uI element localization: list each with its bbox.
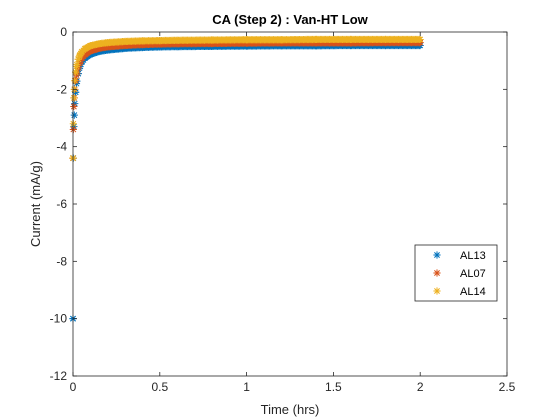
data-point [104,39,112,47]
data-point [312,35,320,44]
x-tick-label: 2 [417,380,424,394]
data-point [76,58,84,66]
legend-label: AL07 [460,268,486,280]
y-tick-label: 0 [60,25,67,39]
data-point [72,88,80,96]
data-point [138,37,147,45]
data-point [72,80,81,88]
legend-label: AL14 [460,286,486,298]
x-axis-label: Time (hrs) [261,402,320,417]
data-point [95,40,103,48]
data-point [121,41,129,50]
chart-title: CA (Step 2) : Van-HT Low [212,12,368,27]
y-tick-label: -6 [56,197,67,211]
data-point [208,36,216,44]
data-point [381,35,390,44]
data-point [72,62,81,70]
legend-item: AL14 [433,286,486,298]
legend-marker [433,251,441,259]
y-axis-label: Current (mA/g) [28,161,43,247]
legend-marker [433,269,441,277]
data-point [416,35,424,44]
data-point [78,48,86,56]
legend-item: AL13 [433,250,486,262]
data-point [81,45,89,53]
data-point [138,41,147,49]
data-point [86,47,94,55]
x-tick-label: 0.5 [151,380,168,394]
data-point [70,94,78,102]
x-tick-label: 0 [70,380,77,394]
data-point [71,100,79,108]
y-tick-label: -10 [50,312,68,326]
data-point [76,51,84,59]
legend-item: AL07 [433,268,486,280]
data-point [70,102,78,111]
x-tick-label: 1.5 [325,380,342,394]
data-point [347,35,355,44]
series-marker [77,56,85,64]
data-point [70,123,78,131]
data-point [173,36,181,44]
data-point [156,37,164,45]
data-point [81,50,89,58]
y-tick-label: -4 [56,140,67,154]
y-tick-label: -2 [56,82,67,96]
plot-background [73,32,507,376]
series-marker [70,111,78,119]
y-tick-label: -12 [50,369,68,383]
data-point [71,77,79,85]
data-point [72,71,81,79]
legend-marker [433,287,441,295]
data-point [95,44,103,52]
data-point [277,36,285,44]
legend-box [414,244,498,302]
legend-label: AL13 [460,250,486,262]
data-point [74,55,82,63]
data-point [243,36,251,44]
data-point [121,37,129,46]
x-tick-label: 2.5 [499,380,516,394]
data-point [104,43,112,51]
data-point [72,68,80,76]
x-tick-label: 1 [243,380,250,394]
plot-area [73,32,507,376]
legend: AL13 AL07 AL14 [414,244,498,302]
data-point [86,42,94,50]
axes-layer: 0 0.5 1 1.5 2 2.5 -12 -10 -8 -6 -4 -2 0 [50,25,516,394]
y-tick-label: -8 [56,254,67,268]
data-layer [69,35,424,323]
